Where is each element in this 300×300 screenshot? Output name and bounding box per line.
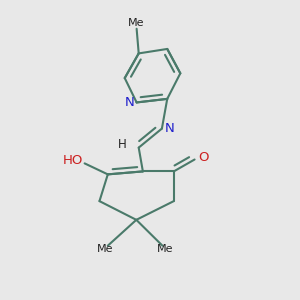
Text: H: H: [118, 138, 127, 151]
Text: N: N: [124, 96, 134, 109]
Text: Me: Me: [128, 18, 145, 28]
Text: HO: HO: [63, 154, 83, 167]
Text: Me: Me: [97, 244, 113, 254]
Text: Me: Me: [157, 244, 174, 254]
Text: O: O: [198, 151, 209, 164]
Text: N: N: [165, 122, 175, 135]
